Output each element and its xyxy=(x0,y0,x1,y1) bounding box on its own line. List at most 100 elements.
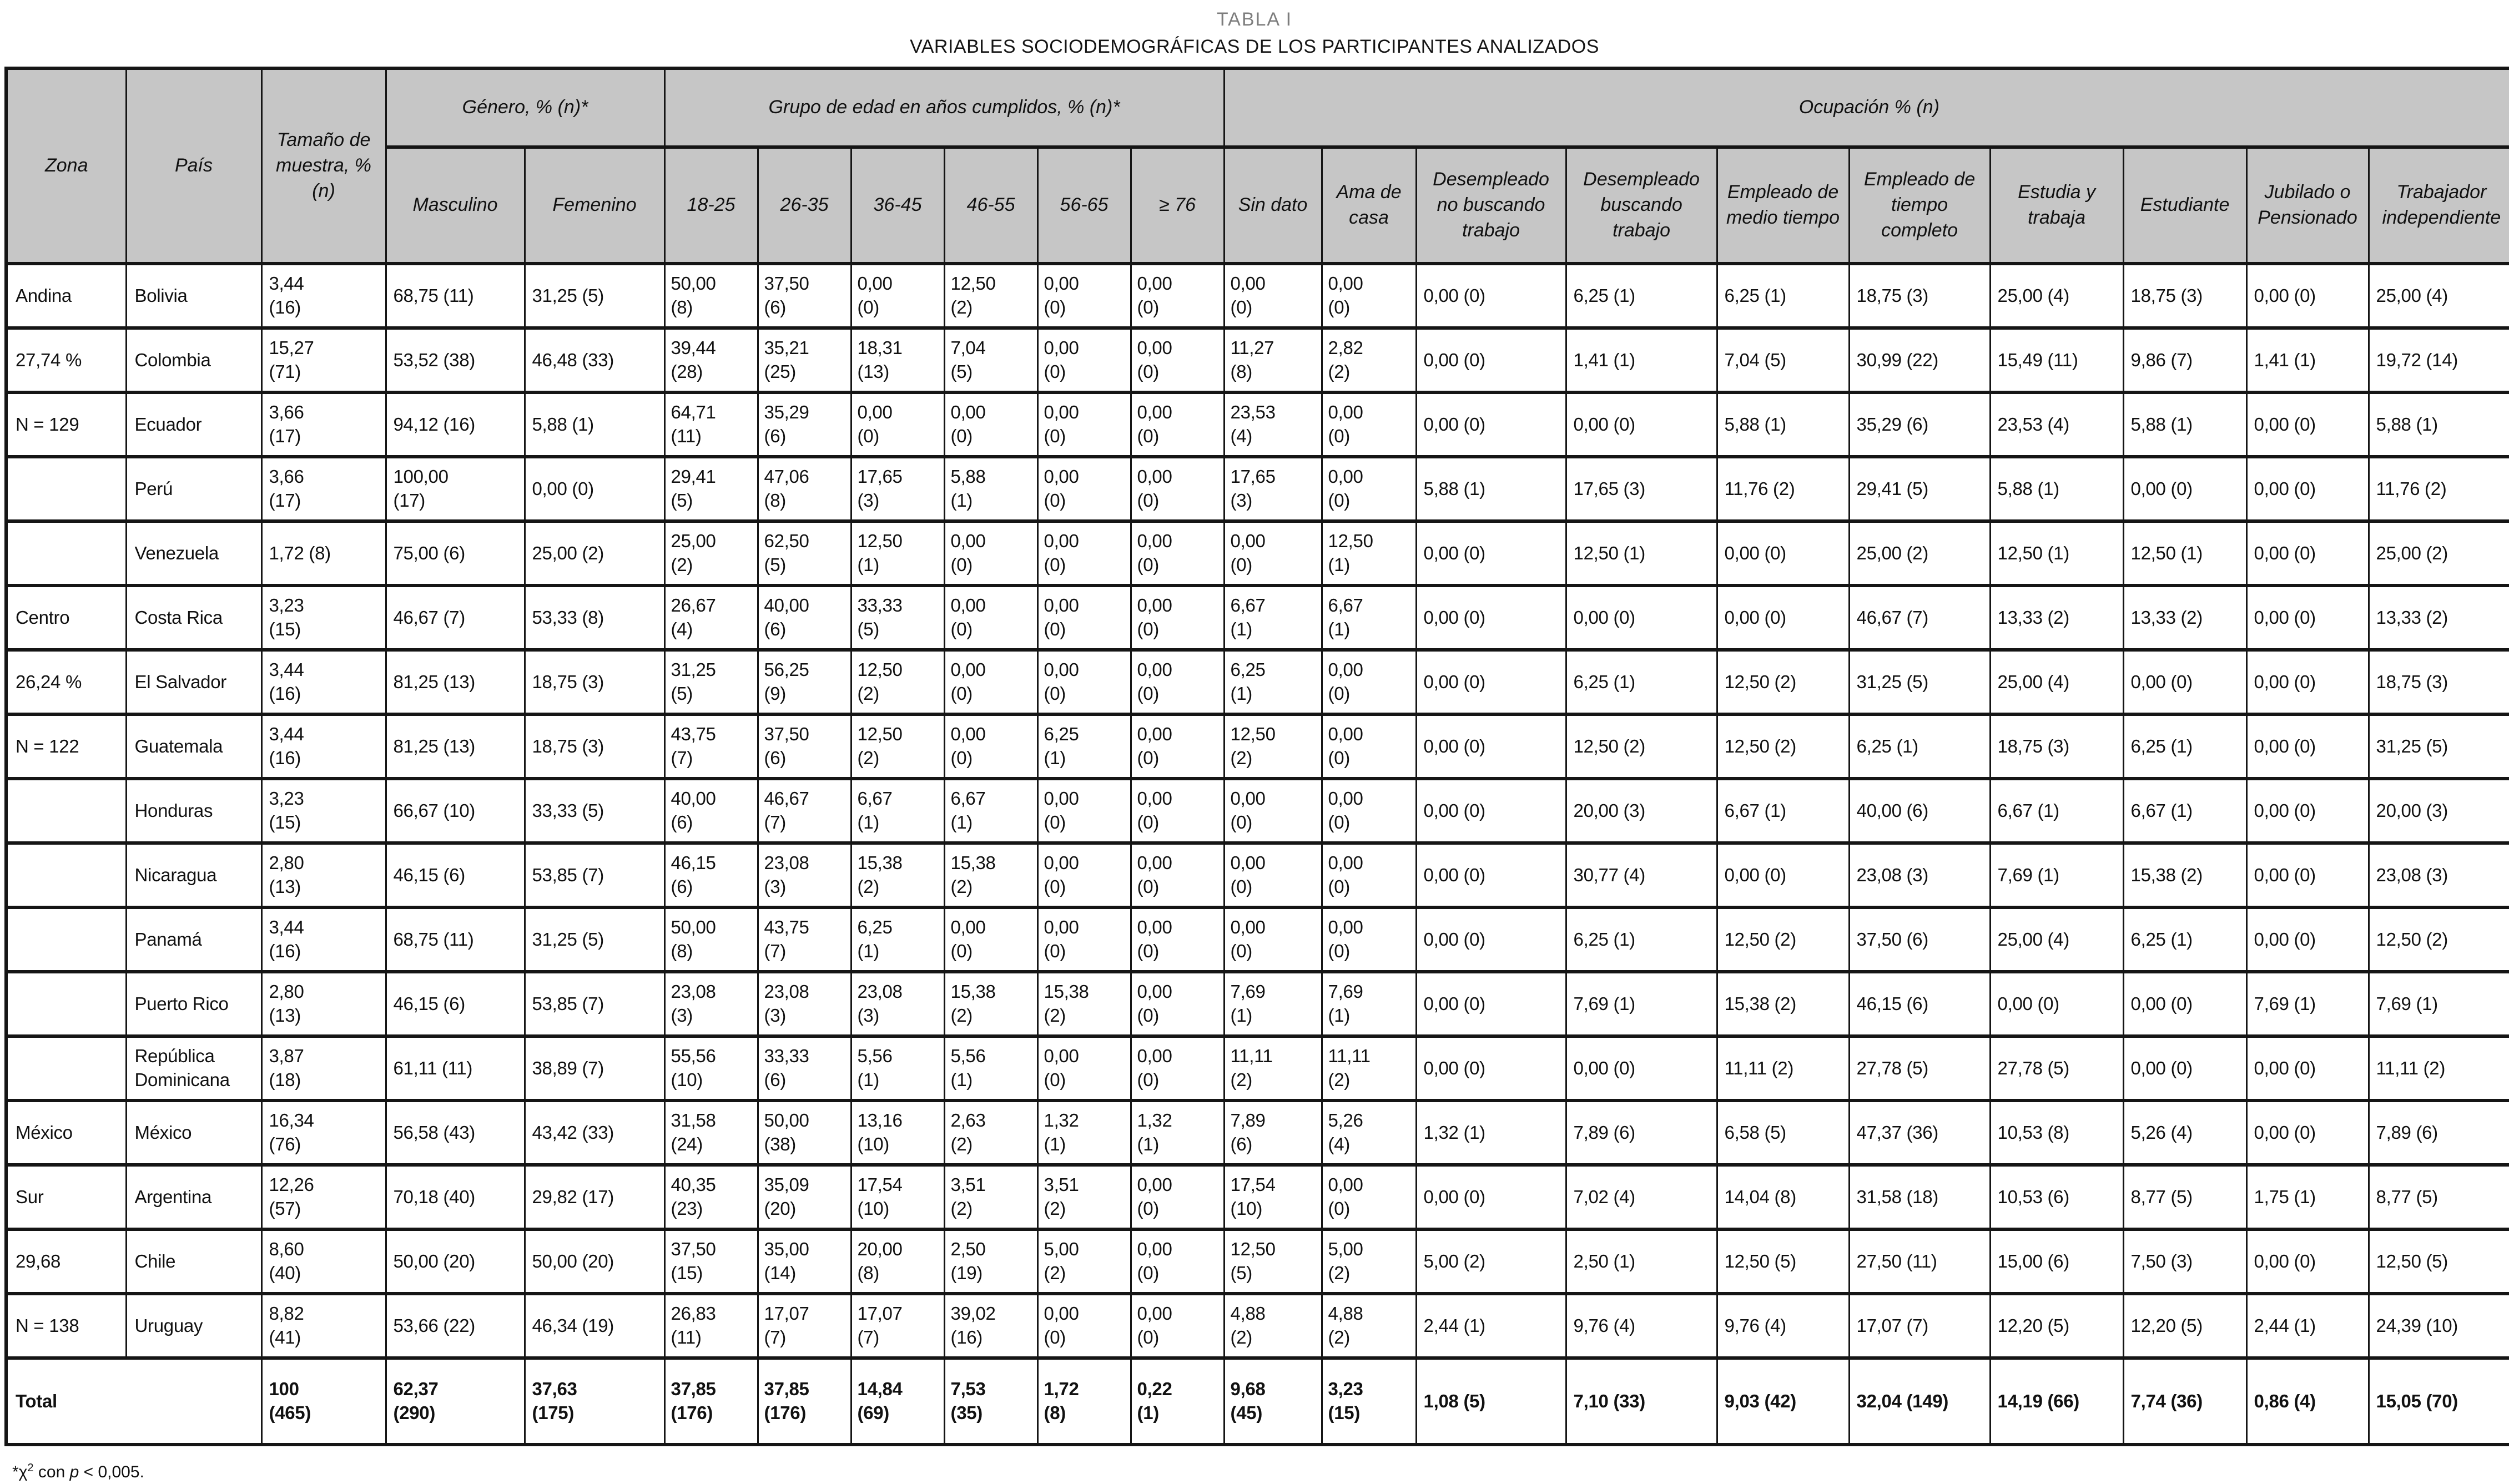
zona-cell: 27,74 % xyxy=(5,326,127,394)
data-cell: 39,02 (16) xyxy=(943,1292,1039,1360)
col-header-edad-18-25: 18-25 xyxy=(663,145,759,265)
data-cell: 0,00 (0) xyxy=(1415,519,1567,587)
col-header-edad-26-35: 26-35 xyxy=(757,145,852,265)
data-cell: 0,00 (0) xyxy=(1321,455,1417,523)
col-group-genero: Género, % (n)* xyxy=(385,67,666,149)
data-cell: 0,00 (0) xyxy=(2245,391,2370,458)
data-cell: 5,26 (4) xyxy=(2122,1099,2248,1167)
data-cell: 0,00 (0) xyxy=(2245,648,2370,716)
data-cell: 2,82 (2) xyxy=(1321,326,1417,394)
data-cell: 15,38 (2) xyxy=(850,841,945,909)
data-cell: 15,38 (2) xyxy=(2122,841,2248,909)
title-block: TABLA I VARIABLES SOCIODEMOGRÁFICAS DE L… xyxy=(0,0,2509,58)
table-row: Perú 3,66 (17) 100,00 (17) 0,00 (0) 29,41 (5… xyxy=(5,455,2509,523)
zona-cell: N = 122 xyxy=(5,713,127,780)
data-cell: 0,00 (0) xyxy=(1415,1163,1567,1231)
data-cell: 6,58 (5) xyxy=(1716,1099,1850,1167)
footnote-sup: 2 xyxy=(27,1462,34,1474)
data-cell: 0,00 (0) xyxy=(1321,713,1417,780)
data-cell: 35,21 (25) xyxy=(757,326,852,394)
data-cell: 30,99 (22) xyxy=(1848,326,1991,394)
data-cell: 0,00 (0) xyxy=(1130,391,1225,458)
data-cell: 18,75 (3) xyxy=(523,648,666,716)
table-header: Zona País Tamaño de muestra, % (n) Géner… xyxy=(5,67,2509,265)
data-cell: 17,65 (3) xyxy=(1223,455,1323,523)
pais-cell: Costa Rica xyxy=(125,584,263,652)
total-cell: 37,85 (176) xyxy=(663,1356,759,1446)
data-cell: 47,06 (8) xyxy=(757,455,852,523)
data-cell: 0,00 (0) xyxy=(850,391,945,458)
data-cell: 11,11 (2) xyxy=(2367,1034,2509,1102)
data-cell: 0,00 (0) xyxy=(1565,1034,1718,1102)
pais-cell: Chile xyxy=(125,1228,263,1295)
data-cell: 6,25 (1) xyxy=(1848,713,1991,780)
col-header-estudiante: Estudiante xyxy=(2122,145,2248,265)
zona-cell: Andina xyxy=(5,262,127,330)
col-group-edad: Grupo de edad en años cumplidos, % (n)* xyxy=(663,67,1225,149)
data-cell: 0,00 (0) xyxy=(2245,262,2370,330)
data-cell: 25,00 (2) xyxy=(1848,519,1991,587)
data-cell: 4,88 (2) xyxy=(1223,1292,1323,1360)
header-group-row: Zona País Tamaño de muestra, % (n) Géner… xyxy=(5,67,2509,265)
data-cell: 0,00 (0) xyxy=(1716,584,1850,652)
zona-cell xyxy=(5,970,127,1038)
data-cell: 30,77 (4) xyxy=(1565,841,1718,909)
zona-cell: Sur xyxy=(5,1163,127,1231)
data-cell: 0,00 (0) xyxy=(1130,713,1225,780)
data-cell: 26,67 (4) xyxy=(663,584,759,652)
data-cell: 9,86 (7) xyxy=(2122,326,2248,394)
zona-cell xyxy=(5,841,127,909)
data-cell: 2,50 (19) xyxy=(943,1228,1039,1295)
data-cell: 12,50 (2) xyxy=(943,262,1039,330)
table-row: Venezuela 1,72 (8) 75,00 (6) 25,00 (2) 25,00… xyxy=(5,519,2509,587)
data-cell: 6,25 (1) xyxy=(850,906,945,973)
data-cell: 46,67 (7) xyxy=(1848,584,1991,652)
data-cell: 23,08 (3) xyxy=(1848,841,1991,909)
col-header-pais: País xyxy=(125,67,263,265)
data-cell: 15,49 (11) xyxy=(1989,326,2124,394)
data-cell: 61,11 (11) xyxy=(385,1034,526,1102)
pais-cell: Argentina xyxy=(125,1163,263,1231)
data-cell: 12,50 (1) xyxy=(850,519,945,587)
data-cell: 40,35 (23) xyxy=(663,1163,759,1231)
data-cell: 40,00 (6) xyxy=(1848,777,1991,845)
pais-cell: Guatemala xyxy=(125,713,263,780)
total-cell: 1,72 (8) xyxy=(1036,1356,1132,1446)
data-cell: 7,02 (4) xyxy=(1565,1163,1718,1231)
pais-cell: México xyxy=(125,1099,263,1167)
data-cell: 12,50 (1) xyxy=(2122,519,2248,587)
data-cell: 0,00 (0) xyxy=(1130,326,1225,394)
data-cell: 100,00 (17) xyxy=(385,455,526,523)
data-cell: 0,00 (0) xyxy=(1130,1163,1225,1231)
data-cell: 12,50 (2) xyxy=(1223,713,1323,780)
pais-cell: Nicaragua xyxy=(125,841,263,909)
data-cell: 5,00 (2) xyxy=(1036,1228,1132,1295)
data-cell: 27,50 (11) xyxy=(1848,1228,1991,1295)
zona-cell: 26,24 % xyxy=(5,648,127,716)
data-cell: 5,88 (1) xyxy=(523,391,666,458)
data-cell: 18,31 (13) xyxy=(850,326,945,394)
data-cell: 2,50 (1) xyxy=(1565,1228,1718,1295)
data-cell: 0,00 (0) xyxy=(943,648,1039,716)
data-cell: 0,00 (0) xyxy=(1565,584,1718,652)
data-cell: 0,00 (0) xyxy=(1415,391,1567,458)
zona-cell: Centro xyxy=(5,584,127,652)
data-cell: 18,75 (3) xyxy=(523,713,666,780)
data-cell: 3,87 (18) xyxy=(260,1034,387,1102)
total-cell: 9,03 (42) xyxy=(1716,1356,1850,1446)
data-cell: 23,53 (4) xyxy=(1223,391,1323,458)
total-cell: 7,53 (35) xyxy=(943,1356,1039,1446)
pais-cell: Perú xyxy=(125,455,263,523)
data-cell: 11,11 (2) xyxy=(1223,1034,1323,1102)
total-cell: 37,85 (176) xyxy=(757,1356,852,1446)
data-cell: 17,54 (10) xyxy=(850,1163,945,1231)
col-header-ama-de-casa: Ama de casa xyxy=(1321,145,1417,265)
data-cell: 12,50 (5) xyxy=(2367,1228,2509,1295)
data-cell: 40,00 (6) xyxy=(663,777,759,845)
data-cell: 3,51 (2) xyxy=(943,1163,1039,1231)
data-cell: 81,25 (13) xyxy=(385,648,526,716)
data-cell: 1,41 (1) xyxy=(2245,326,2370,394)
footnote-chi: *χ xyxy=(12,1463,28,1481)
data-cell: 0,00 (0) xyxy=(1321,1163,1417,1231)
footnote-end: < 0,005. xyxy=(79,1463,144,1481)
